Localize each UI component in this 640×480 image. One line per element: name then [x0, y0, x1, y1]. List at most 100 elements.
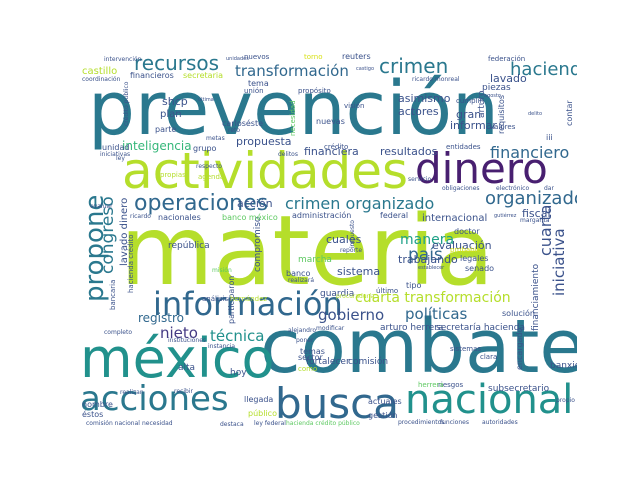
word: actuales	[368, 397, 402, 406]
word: herrera	[418, 381, 444, 389]
word: nieto	[160, 324, 198, 342]
word: shcp	[162, 95, 188, 108]
word: tema	[248, 79, 269, 88]
word: hacienda crédito	[127, 234, 135, 293]
word: entidades	[446, 143, 481, 151]
word: organizado	[485, 188, 577, 209]
word: financiamiento	[531, 263, 541, 331]
word: arturo herrera	[380, 323, 444, 333]
word: autoridades	[482, 419, 518, 426]
word: federación	[488, 55, 526, 63]
word: público	[248, 409, 277, 418]
word: agosto	[484, 93, 501, 99]
word: servicio	[408, 176, 432, 183]
word: crimen organizado	[285, 194, 435, 213]
word: instituciones	[168, 337, 207, 344]
word: transformación	[235, 62, 349, 80]
word: acción	[237, 197, 273, 210]
word: sistemas	[450, 345, 482, 353]
word: gran	[456, 108, 482, 121]
word: combate	[260, 304, 577, 390]
word: resultados	[380, 145, 438, 158]
word: carloséste	[222, 119, 264, 128]
word: riesgos	[438, 381, 464, 389]
word: cuarta transformación	[355, 290, 511, 306]
word: secretaria	[183, 71, 223, 80]
word: república	[168, 241, 210, 251]
word: políticas	[405, 305, 468, 323]
word: administración	[292, 211, 352, 220]
word: guardia	[320, 289, 355, 299]
word: trabajando	[398, 253, 458, 266]
word: funciones	[440, 419, 469, 426]
word: necesidad	[142, 420, 173, 427]
word: parte	[155, 125, 177, 134]
word: fiscal	[522, 207, 551, 220]
word: misión	[212, 267, 232, 274]
word: marcha	[298, 255, 332, 265]
word: subsecretario	[488, 384, 550, 394]
word: unidades	[226, 56, 249, 62]
word: poner	[296, 337, 314, 344]
word: solución	[502, 309, 535, 318]
word: delitos	[278, 151, 298, 158]
word: nuevas	[316, 117, 345, 126]
word: hacienda	[510, 59, 577, 80]
word: metas	[206, 135, 225, 142]
word: piezas	[482, 83, 511, 93]
word: información	[153, 285, 343, 323]
word: registro	[138, 311, 184, 325]
word: materia	[120, 195, 495, 307]
word: instancia	[208, 343, 236, 350]
word: federal	[380, 211, 409, 220]
word: informar	[450, 119, 497, 132]
word: internacional	[422, 213, 488, 224]
word: financiero	[490, 143, 570, 162]
word: reporte	[340, 247, 363, 254]
word: éstos	[82, 410, 104, 419]
word: actores	[398, 105, 439, 118]
word: cumplir	[456, 97, 483, 105]
word: propias	[160, 171, 186, 179]
word: nuevos	[244, 53, 270, 61]
word: senado	[465, 264, 495, 273]
word: propio	[556, 397, 575, 404]
word: banco	[286, 269, 311, 278]
word: respecto	[196, 163, 222, 170]
word: recursos	[134, 51, 220, 75]
word: país	[408, 245, 443, 265]
word: operaciones	[134, 191, 269, 216]
word: busca	[275, 379, 399, 428]
word: inteligencia	[122, 139, 192, 153]
word: fortalecer	[306, 357, 350, 367]
word: contar	[565, 100, 574, 126]
word: valores	[490, 123, 516, 131]
word: gutiérrez	[494, 213, 517, 219]
word: recibir	[174, 388, 193, 395]
word: financieros	[130, 71, 174, 80]
word: bancaria	[109, 279, 117, 310]
word: nacional	[405, 377, 574, 423]
word: completo	[104, 329, 133, 336]
word: hernández	[230, 295, 268, 303]
word: asimismo	[398, 92, 451, 105]
word: gestión	[368, 411, 398, 420]
word: unidad	[102, 143, 130, 152]
word: agenda	[198, 173, 225, 181]
word: visión	[344, 102, 365, 110]
word: cuales	[326, 233, 362, 246]
word: compromiso	[253, 216, 263, 272]
word: acciones	[80, 379, 229, 419]
word: iniciativas	[100, 151, 131, 158]
word: iii	[546, 133, 553, 142]
word: ricardo	[130, 213, 151, 220]
word: alta	[178, 363, 196, 373]
word: financiera	[304, 145, 359, 158]
word: comisión	[348, 357, 389, 367]
word: margarita	[520, 217, 550, 224]
word: técnica	[210, 327, 265, 345]
word: tipo	[406, 281, 422, 290]
word: doctor	[454, 227, 480, 236]
word: hacienda crédito público	[286, 420, 360, 427]
word: establecer	[418, 265, 445, 271]
